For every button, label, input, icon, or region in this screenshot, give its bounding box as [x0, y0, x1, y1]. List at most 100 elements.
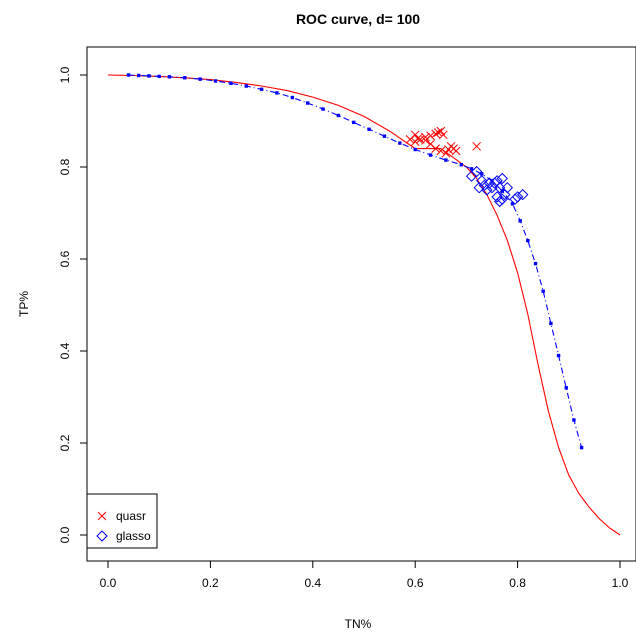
quasr-point-stroke [436, 126, 446, 136]
y-tick-label: 0.8 [58, 158, 72, 175]
glasso-point [496, 193, 508, 205]
legend-items: quasr glasso [96, 509, 151, 543]
x-tick-label: 0.2 [202, 576, 219, 590]
quasr-point-stroke [410, 130, 420, 140]
quasr-point-stroke [413, 134, 423, 143]
glasso-curve-point [469, 167, 474, 171]
glasso-point [501, 181, 514, 194]
chart-title: ROC curve, d= 100 [296, 11, 420, 27]
glasso-curve-point [321, 107, 325, 111]
glasso-curve-point [500, 189, 504, 193]
glasso-point [499, 188, 511, 201]
quasr-point [472, 141, 481, 151]
y-tick-label: 0.0 [58, 526, 72, 543]
glasso-curve-point [564, 386, 568, 390]
legend-label-quasr: quasr [116, 509, 146, 523]
points [405, 126, 529, 208]
quasr-point-stroke [415, 135, 425, 144]
glasso-point [481, 184, 493, 196]
x-tick-label: 0.6 [407, 576, 424, 590]
glasso-point [493, 181, 506, 194]
y-tick-label: 0.6 [58, 250, 72, 267]
quasr-point-stroke [426, 139, 435, 149]
glasso-roc-curve [128, 74, 583, 448]
glasso-curve-point [167, 75, 172, 79]
quasr-point-stroke [421, 135, 430, 145]
glasso-curve-point [533, 261, 538, 266]
y-tick-label: 1.0 [58, 66, 72, 83]
quasr-point-stroke [421, 132, 430, 142]
glasso-curve-point [137, 73, 141, 78]
glasso-curve-point [367, 127, 371, 131]
glasso-curve-point [183, 76, 187, 80]
quasr-point [431, 129, 441, 139]
legend: quasr glasso [86, 493, 158, 549]
quasr-point-stroke [431, 129, 441, 139]
glasso-point [478, 179, 491, 192]
x-tick-label: 1.0 [612, 576, 629, 590]
x-axis: 0.0 0.2 0.4 0.6 0.8 1.0 [100, 560, 629, 590]
glasso-curve-point [352, 120, 356, 125]
glasso-curve-point [526, 238, 530, 243]
glasso-curve-point [275, 91, 279, 95]
quasr-point [441, 148, 451, 158]
glasso-curve-point [510, 202, 515, 206]
glasso-point [473, 181, 485, 194]
x-axis-label: TN% [345, 617, 372, 631]
quasr-point [421, 132, 430, 142]
glasso-curve-point [572, 418, 576, 422]
glasso-point [509, 193, 521, 205]
quasr-point [426, 139, 435, 149]
quasr-point-stroke [439, 130, 448, 140]
glasso-curve-point [198, 77, 202, 81]
quasr-point [436, 146, 446, 156]
quasr-point-stroke [451, 146, 461, 156]
glasso-point [517, 188, 529, 201]
glasso-point [496, 172, 508, 185]
quasr-point [421, 135, 430, 145]
quasr-point-stroke [472, 141, 481, 151]
quasr-roc-curve [107, 74, 621, 536]
curves [107, 73, 621, 536]
quasr-point-stroke [436, 146, 446, 156]
glasso-curve-point [480, 172, 484, 176]
glasso-point [511, 191, 524, 203]
glasso-curve-point [336, 113, 341, 118]
legend-box [86, 493, 158, 549]
glasso-point [476, 175, 488, 187]
quasr-point [413, 134, 423, 143]
quasr-point-stroke [431, 144, 441, 153]
glasso-curve-point [398, 141, 402, 145]
glasso-curve-point [459, 163, 463, 167]
quasr-point [439, 130, 448, 140]
glasso-point [493, 195, 506, 208]
legend-glasso-marker [96, 530, 108, 542]
plot-frame [86, 46, 636, 562]
quasr-point-stroke [433, 128, 443, 137]
quasr-point-stroke [441, 148, 451, 158]
glasso-point [486, 181, 498, 194]
quasr-point [433, 128, 443, 137]
legend-quasr-marker-stroke [97, 511, 107, 521]
glasso-curve-point [213, 79, 218, 83]
glasso-curve-point [229, 81, 233, 85]
y-axis: 0.0 0.2 0.4 0.6 0.8 1.0 [58, 66, 88, 543]
x-tick-label: 0.0 [100, 576, 117, 590]
quasr-point [436, 126, 446, 136]
glasso-curve-point [157, 74, 161, 79]
legend-label-glasso: glasso [116, 529, 151, 543]
y-axis-label: TP% [17, 291, 31, 317]
glasso-curve-point [518, 219, 522, 223]
quasr-point [451, 146, 461, 156]
glasso-point [470, 165, 483, 178]
glasso-curve-point [413, 147, 417, 152]
glasso-curve-point [244, 84, 248, 88]
y-tick-label: 0.2 [58, 434, 72, 451]
x-tick-label: 0.8 [509, 576, 526, 590]
glasso-curve-point [305, 101, 310, 105]
glasso-curve-point [259, 87, 264, 91]
glasso-curve-point [126, 73, 131, 77]
glasso-curve-point [444, 158, 448, 162]
glasso-curve-point [549, 321, 553, 326]
